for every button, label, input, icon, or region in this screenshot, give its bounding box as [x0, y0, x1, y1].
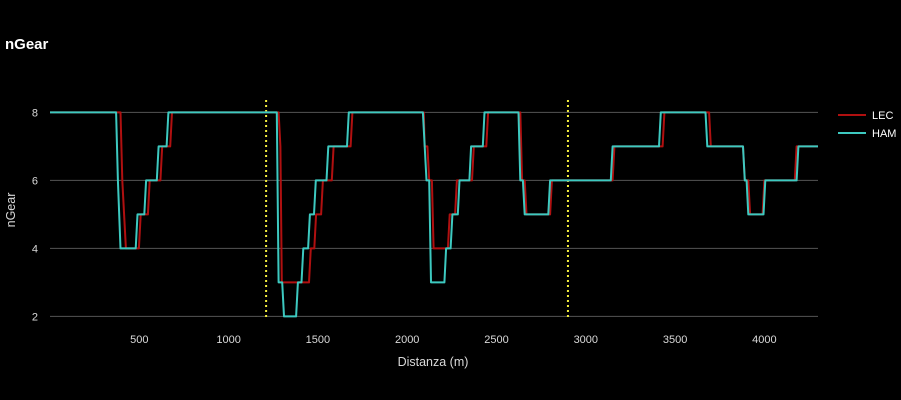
x-tick-label: 3500 — [663, 334, 687, 346]
x-tick-label: 3000 — [574, 334, 598, 346]
y-tick-labels: 2 4 6 8 — [32, 107, 38, 323]
sector-lines — [265, 100, 569, 320]
legend-label-lec[interactable]: LEC — [872, 110, 893, 122]
x-tick-label: 2000 — [395, 334, 419, 346]
x-tick-labels: 500 1000 1500 2000 2500 3000 3500 4000 — [130, 334, 777, 346]
x-tick-label: 1000 — [216, 334, 240, 346]
legend-label-ham[interactable]: HAM — [872, 128, 896, 140]
x-axis-title: Distanza (m) — [398, 355, 469, 369]
x-tick-label: 4000 — [752, 334, 776, 346]
series-line-ham — [50, 111, 818, 318]
x-tick-label: 2500 — [484, 334, 508, 346]
x-tick-label: 1500 — [306, 334, 330, 346]
legend[interactable]: LEC HAM — [838, 110, 896, 140]
y-tick-label: 4 — [32, 243, 38, 255]
y-tick-label: 6 — [32, 175, 38, 187]
x-tick-label: 500 — [130, 334, 148, 346]
y-tick-label: 2 — [32, 311, 38, 323]
y-axis-title: nGear — [4, 193, 18, 228]
y-tick-label: 8 — [32, 107, 38, 119]
chart-title: nGear — [5, 36, 49, 53]
series-lines — [50, 111, 818, 318]
